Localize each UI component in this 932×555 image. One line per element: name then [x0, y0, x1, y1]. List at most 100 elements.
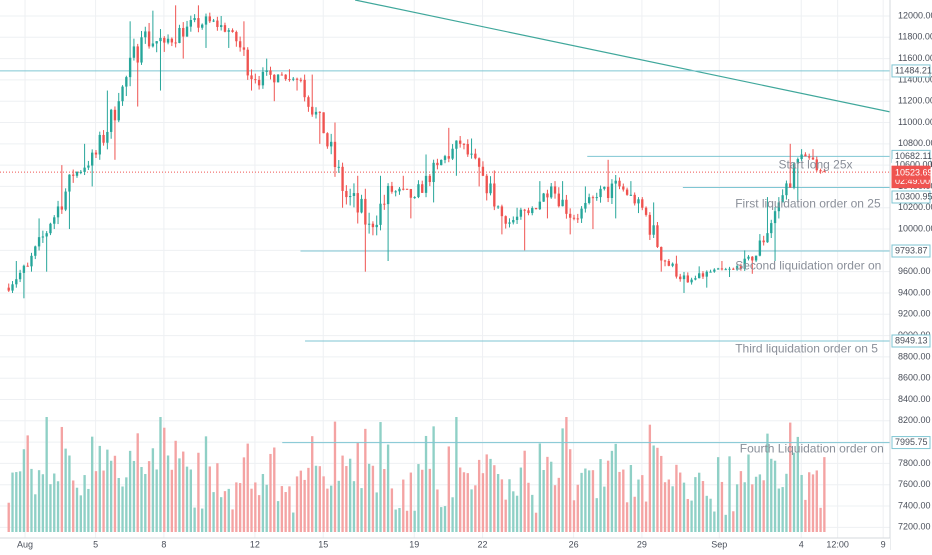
time-tick-label: 9: [881, 539, 886, 549]
price-tick-label: 9400.00: [898, 287, 931, 297]
price-label-box: [891, 64, 931, 78]
volume-bar: [694, 477, 697, 532]
volume-bar: [83, 475, 86, 532]
volume-bar: [777, 488, 781, 532]
candle-body: [405, 188, 409, 190]
volume-bar: [155, 469, 158, 532]
candle-body: [713, 269, 716, 272]
volume-bar: [360, 488, 363, 532]
candle-body: [542, 193, 545, 202]
volume-bar: [796, 436, 799, 532]
candle-body: [762, 240, 765, 243]
volume-bar: [758, 474, 762, 532]
price-tick-label: 11800.00: [898, 32, 932, 42]
candle-body: [735, 266, 739, 270]
volume-bar: [663, 482, 667, 532]
volume-bar: [216, 463, 219, 532]
volume-bar: [576, 484, 579, 532]
candle-body: [637, 199, 640, 204]
volume-bar: [485, 454, 488, 532]
volume-bar: [527, 482, 530, 532]
volume-bar: [352, 481, 356, 532]
volume-bar: [341, 455, 344, 532]
time-tick-label: Aug: [17, 539, 33, 549]
volume-bar: [747, 454, 750, 532]
candle-body: [367, 223, 371, 225]
volume-bar: [614, 443, 617, 532]
price-tick-label: 11000.00: [898, 117, 932, 127]
volume-bar: [713, 511, 716, 532]
volume-bar: [201, 508, 204, 532]
candle-body: [166, 38, 170, 43]
candle-body: [557, 193, 560, 207]
volume-bar: [288, 486, 291, 532]
volume-bar: [546, 456, 549, 532]
price-axis[interactable]: 7200.007400.007600.007800.008000.008200.…: [889, 0, 932, 550]
candle-body: [675, 263, 678, 277]
volume-bar: [398, 508, 401, 532]
volume-bar: [238, 483, 242, 532]
volume-bar: [500, 479, 504, 532]
volume-bar: [508, 479, 511, 532]
volume-bar: [295, 476, 299, 532]
volume-bar: [159, 417, 162, 532]
candle-body: [72, 174, 75, 176]
candle-body: [276, 74, 280, 83]
candle-body: [345, 190, 348, 198]
volume-bar: [823, 457, 826, 532]
candle-body: [679, 276, 682, 280]
candle-body: [318, 111, 321, 113]
candle-body: [371, 223, 375, 228]
candle-body: [37, 237, 41, 247]
drawing-lines[interactable]: [0, 0, 891, 444]
volume-bar: [364, 428, 367, 532]
volume-bar: [394, 509, 397, 532]
candle-body: [493, 183, 496, 207]
volume-bar: [45, 417, 48, 532]
candle-body: [79, 171, 82, 173]
annotation-label: Start long 25x: [778, 157, 852, 171]
candle-body: [531, 208, 534, 214]
candle-body: [163, 37, 166, 43]
time-axis[interactable]: Aug 5 8 12 15 19 22 26 29 Sep 4 12:00 9: [0, 537, 890, 550]
candle-body: [18, 272, 22, 280]
volume-bar: [440, 507, 443, 532]
volume-bar: [284, 492, 287, 532]
volume-bar: [64, 448, 67, 532]
price-label: 10523.69: [895, 168, 932, 178]
volume-bar: [599, 459, 602, 532]
volume-bar: [269, 453, 272, 532]
volume-bar: [417, 464, 420, 532]
volume-bar: [367, 463, 371, 532]
volume-bar: [280, 486, 284, 532]
volume-bar: [675, 464, 678, 532]
volume-bar: [140, 466, 143, 532]
candle-body: [603, 186, 606, 189]
candle-body: [732, 268, 735, 270]
volume-bar: [113, 455, 117, 532]
candle-body: [561, 199, 564, 207]
volume-bar: [815, 470, 818, 532]
volume-bar: [587, 470, 591, 532]
price-tick-label: 7200.00: [898, 522, 931, 532]
volume-bar: [667, 479, 671, 532]
candle-body: [348, 195, 352, 198]
volume-bar: [443, 506, 447, 532]
candle-body: [11, 284, 14, 291]
time-tick-label: 4: [799, 539, 804, 549]
volume-bar: [606, 460, 610, 532]
candle-body: [140, 37, 143, 63]
volume-bar: [792, 452, 796, 532]
annotations: Start long 25x First liquidation order on…: [735, 157, 884, 455]
candle-body: [671, 263, 674, 266]
volume-bar: [235, 482, 238, 532]
candle-body: [606, 186, 610, 199]
candle-body: [587, 197, 591, 203]
volume-bar: [754, 476, 758, 532]
volume-bar: [542, 470, 545, 532]
candle-body: [204, 16, 208, 25]
volume-bar: [219, 497, 223, 532]
candle-body: [398, 188, 401, 192]
candle-body: [519, 209, 523, 217]
